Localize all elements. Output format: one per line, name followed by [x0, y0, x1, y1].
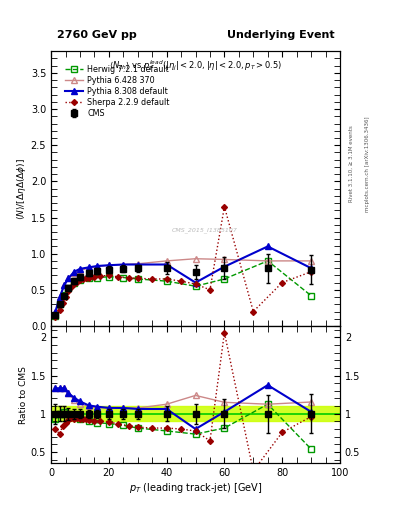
- Herwig 7.2.1 default: [309, 292, 314, 298]
- Herwig 7.2.1 default: [53, 313, 58, 319]
- Text: CMS_2015_I1385107: CMS_2015_I1385107: [171, 227, 237, 232]
- Herwig 7.2.1 default: [121, 274, 126, 281]
- Herwig 7.2.1 default: [164, 278, 169, 284]
- Sherpa 2.2.9 default: [164, 276, 169, 282]
- Pythia 6.428 370: [78, 267, 83, 273]
- Pythia 6.428 370: [86, 265, 91, 271]
- Sherpa 2.2.9 default: [222, 204, 227, 210]
- Pythia 6.428 370: [72, 270, 77, 276]
- Herwig 7.2.1 default: [107, 274, 111, 280]
- Pythia 8.308 default: [86, 264, 91, 270]
- Line: Pythia 8.308 default: Pythia 8.308 default: [52, 243, 314, 315]
- Pythia 6.428 370: [62, 283, 66, 289]
- Sherpa 2.2.9 default: [127, 274, 131, 281]
- Sherpa 2.2.9 default: [60, 300, 65, 306]
- Text: Rivet 3.1.10, ≥ 3.1M events: Rivet 3.1.10, ≥ 3.1M events: [349, 125, 354, 202]
- X-axis label: $p_T$ (leading track-jet) [GeV]: $p_T$ (leading track-jet) [GeV]: [129, 481, 262, 495]
- Sherpa 2.2.9 default: [115, 274, 120, 280]
- Pythia 8.308 default: [222, 264, 227, 270]
- Sherpa 2.2.9 default: [81, 276, 85, 282]
- Pythia 6.428 370: [121, 262, 126, 268]
- Pythia 8.308 default: [164, 262, 169, 268]
- Legend: Herwig 7.2.1 default, Pythia 6.428 370, Pythia 8.308 default, Sherpa 2.2.9 defau: Herwig 7.2.1 default, Pythia 6.428 370, …: [64, 63, 171, 120]
- Herwig 7.2.1 default: [62, 292, 66, 298]
- Sherpa 2.2.9 default: [136, 275, 140, 281]
- Sherpa 2.2.9 default: [107, 272, 111, 279]
- Pythia 8.308 default: [193, 280, 198, 286]
- Pythia 6.428 370: [66, 275, 71, 281]
- Pythia 8.308 default: [78, 266, 83, 272]
- Herwig 7.2.1 default: [86, 275, 91, 281]
- Sherpa 2.2.9 default: [309, 269, 314, 275]
- Sherpa 2.2.9 default: [69, 284, 73, 290]
- Pythia 8.308 default: [136, 262, 140, 268]
- Herwig 7.2.1 default: [78, 278, 83, 284]
- Pythia 6.428 370: [193, 255, 198, 262]
- Pythia 8.308 default: [72, 269, 77, 275]
- Pythia 6.428 370: [164, 258, 169, 264]
- Line: Sherpa 2.2.9 default: Sherpa 2.2.9 default: [53, 205, 313, 319]
- Line: Pythia 6.428 370: Pythia 6.428 370: [52, 255, 314, 315]
- Pythia 8.308 default: [53, 308, 58, 314]
- Pythia 8.308 default: [309, 265, 314, 271]
- Pythia 6.428 370: [265, 258, 270, 264]
- Text: mcplots.cern.ch [arXiv:1306.3436]: mcplots.cern.ch [arXiv:1306.3436]: [365, 116, 370, 211]
- Pythia 8.308 default: [57, 294, 62, 300]
- Herwig 7.2.1 default: [66, 285, 71, 291]
- Sherpa 2.2.9 default: [72, 281, 77, 287]
- Pythia 6.428 370: [309, 258, 314, 264]
- Herwig 7.2.1 default: [193, 283, 198, 289]
- Pythia 6.428 370: [57, 294, 62, 300]
- Herwig 7.2.1 default: [136, 276, 140, 282]
- Pythia 6.428 370: [222, 257, 227, 263]
- Sherpa 2.2.9 default: [57, 307, 62, 313]
- Herwig 7.2.1 default: [95, 274, 100, 281]
- Pythia 8.308 default: [66, 275, 71, 281]
- Sherpa 2.2.9 default: [53, 314, 58, 321]
- Pythia 8.308 default: [121, 262, 126, 268]
- Sherpa 2.2.9 default: [208, 287, 212, 293]
- Sherpa 2.2.9 default: [66, 288, 71, 294]
- Y-axis label: Ratio to CMS: Ratio to CMS: [19, 366, 28, 423]
- Sherpa 2.2.9 default: [78, 278, 83, 284]
- Sherpa 2.2.9 default: [98, 273, 103, 279]
- Sherpa 2.2.9 default: [193, 281, 198, 287]
- Herwig 7.2.1 default: [57, 301, 62, 307]
- Herwig 7.2.1 default: [265, 258, 270, 264]
- Text: Underlying Event: Underlying Event: [226, 30, 334, 40]
- Y-axis label: $\langle N\rangle/[\Delta\eta\Delta(\Delta\phi)]$: $\langle N\rangle/[\Delta\eta\Delta(\Del…: [15, 158, 28, 220]
- Pythia 6.428 370: [136, 261, 140, 267]
- Pythia 8.308 default: [62, 283, 66, 289]
- Sherpa 2.2.9 default: [150, 276, 154, 282]
- Pythia 6.428 370: [53, 308, 58, 314]
- Pythia 8.308 default: [95, 263, 100, 269]
- Line: Herwig 7.2.1 default: Herwig 7.2.1 default: [53, 258, 314, 318]
- Pythia 8.308 default: [265, 243, 270, 249]
- Text: 2760 GeV pp: 2760 GeV pp: [57, 30, 137, 40]
- Herwig 7.2.1 default: [72, 280, 77, 286]
- Bar: [51, 406, 340, 421]
- Text: $\langle N_{ch}\rangle$ vs $p_T^{lead}(|\eta_j|<2.0, |\eta|<2.0, p_T>0.5)$: $\langle N_{ch}\rangle$ vs $p_T^{lead}(|…: [109, 58, 282, 73]
- Sherpa 2.2.9 default: [92, 274, 97, 280]
- Pythia 8.308 default: [107, 262, 111, 268]
- Sherpa 2.2.9 default: [75, 279, 79, 285]
- Pythia 6.428 370: [107, 262, 111, 268]
- Sherpa 2.2.9 default: [83, 275, 88, 281]
- Sherpa 2.2.9 default: [280, 280, 285, 286]
- Sherpa 2.2.9 default: [179, 278, 184, 284]
- Herwig 7.2.1 default: [222, 276, 227, 282]
- Sherpa 2.2.9 default: [63, 294, 68, 300]
- Sherpa 2.2.9 default: [86, 274, 91, 281]
- Pythia 6.428 370: [95, 264, 100, 270]
- Sherpa 2.2.9 default: [251, 308, 256, 314]
